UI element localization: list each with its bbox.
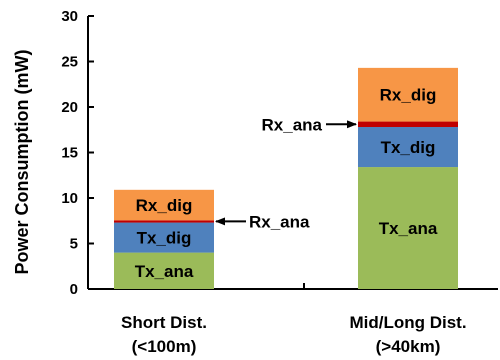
category-label: Short Dist. (121, 313, 207, 332)
bar-segment-rx-ana (358, 121, 458, 128)
segment-label-tx-ana: Tx_ana (379, 219, 438, 238)
segment-label-rx-dig: Rx_dig (380, 86, 437, 105)
y-tick-label: 10 (61, 190, 78, 207)
bar-segment-tx-dig (114, 222, 214, 253)
annotation-label: Rx_ana (262, 115, 323, 134)
bar-segment-tx-dig (358, 127, 458, 168)
category-label: Mid/Long Dist. (349, 313, 466, 332)
bar-segment-rx-dig (358, 67, 458, 122)
segment-label-tx-dig: Tx_dig (381, 138, 436, 157)
bar-segment-rx-ana (114, 220, 214, 223)
segment-label-tx-ana: Tx_ana (135, 262, 194, 281)
y-tick-label: 0 (70, 281, 78, 298)
bar-segment-tx-ana (114, 252, 214, 289)
y-tick-label: 20 (61, 99, 78, 116)
y-tick-label: 5 (70, 236, 78, 253)
y-axis-label: Power Consumption (mW) (12, 50, 32, 275)
category-sublabel: (<100m) (132, 337, 197, 356)
category-sublabel: (>40km) (376, 337, 441, 356)
segment-label-rx-dig: Rx_dig (136, 196, 193, 215)
plot-area: 0 5 10 15 20 25 30 Tx_ana Tx_dig Rx_dig Short Dist… (61, 8, 498, 356)
y-tick-label: 25 (61, 54, 78, 71)
y-tick-label: 15 (61, 145, 78, 162)
annotation-label: Rx_ana (249, 212, 310, 231)
y-tick-label: 30 (61, 8, 78, 25)
bar-segment-rx-dig (114, 189, 214, 221)
segment-label-tx-dig: Tx_dig (137, 229, 192, 248)
bar-segment-tx-ana (358, 167, 458, 289)
